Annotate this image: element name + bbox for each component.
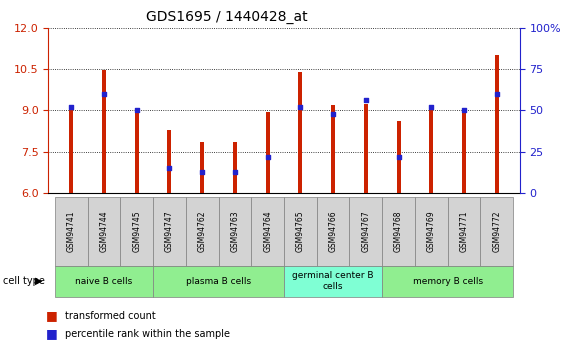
- FancyBboxPatch shape: [87, 197, 120, 266]
- Bar: [429, 108, 433, 193]
- FancyBboxPatch shape: [284, 266, 382, 297]
- Bar: [364, 104, 368, 193]
- Point: [132, 108, 141, 113]
- Text: ■: ■: [45, 309, 57, 322]
- Text: ▶: ▶: [35, 276, 43, 286]
- FancyBboxPatch shape: [481, 197, 513, 266]
- Bar: [298, 72, 302, 193]
- Text: GSM94744: GSM94744: [99, 210, 108, 252]
- Text: memory B cells: memory B cells: [412, 277, 483, 286]
- FancyBboxPatch shape: [349, 197, 382, 266]
- Bar: [462, 110, 466, 193]
- FancyBboxPatch shape: [55, 266, 153, 297]
- FancyBboxPatch shape: [284, 197, 317, 266]
- Point: [361, 98, 370, 103]
- FancyBboxPatch shape: [153, 266, 284, 297]
- Bar: [396, 121, 400, 193]
- FancyBboxPatch shape: [55, 197, 87, 266]
- FancyBboxPatch shape: [382, 266, 513, 297]
- Point: [460, 108, 469, 113]
- Bar: [266, 112, 270, 193]
- Bar: [233, 142, 237, 193]
- Text: ■: ■: [45, 327, 57, 340]
- Text: GSM94767: GSM94767: [361, 210, 370, 252]
- Text: GSM94768: GSM94768: [394, 210, 403, 252]
- Text: naive B cells: naive B cells: [76, 277, 132, 286]
- Point: [66, 104, 76, 110]
- Point: [231, 169, 240, 175]
- Point: [99, 91, 108, 97]
- Point: [492, 91, 502, 97]
- FancyBboxPatch shape: [219, 197, 251, 266]
- Point: [165, 166, 174, 171]
- FancyBboxPatch shape: [415, 197, 448, 266]
- Text: GSM94741: GSM94741: [66, 210, 76, 252]
- Bar: [69, 109, 73, 193]
- Text: GSM94772: GSM94772: [492, 210, 502, 252]
- Point: [328, 111, 337, 117]
- Text: GSM94765: GSM94765: [296, 210, 305, 252]
- Text: GSM94747: GSM94747: [165, 210, 174, 252]
- Point: [427, 104, 436, 110]
- FancyBboxPatch shape: [153, 197, 186, 266]
- Bar: [168, 130, 172, 193]
- Bar: [200, 142, 204, 193]
- Text: GDS1695 / 1440428_at: GDS1695 / 1440428_at: [147, 10, 308, 24]
- FancyBboxPatch shape: [120, 197, 153, 266]
- Text: cell type: cell type: [3, 276, 45, 286]
- Bar: [135, 110, 139, 193]
- Point: [198, 169, 207, 175]
- Bar: [331, 105, 335, 193]
- Point: [296, 104, 305, 110]
- Point: [394, 154, 403, 159]
- Text: germinal center B
cells: germinal center B cells: [293, 272, 374, 291]
- Text: plasma B cells: plasma B cells: [186, 277, 251, 286]
- Text: GSM94762: GSM94762: [198, 210, 207, 252]
- Text: GSM94766: GSM94766: [329, 210, 337, 252]
- Text: GSM94769: GSM94769: [427, 210, 436, 252]
- Bar: [102, 70, 106, 193]
- FancyBboxPatch shape: [382, 197, 415, 266]
- FancyBboxPatch shape: [186, 197, 219, 266]
- Text: GSM94764: GSM94764: [263, 210, 272, 252]
- FancyBboxPatch shape: [251, 197, 284, 266]
- Text: transformed count: transformed count: [65, 311, 156, 321]
- Text: percentile rank within the sample: percentile rank within the sample: [65, 329, 230, 339]
- Text: GSM94763: GSM94763: [231, 210, 239, 252]
- Point: [263, 154, 272, 159]
- Text: GSM94771: GSM94771: [460, 210, 469, 252]
- Text: GSM94745: GSM94745: [132, 210, 141, 252]
- FancyBboxPatch shape: [317, 197, 349, 266]
- Bar: [495, 55, 499, 193]
- FancyBboxPatch shape: [448, 197, 481, 266]
